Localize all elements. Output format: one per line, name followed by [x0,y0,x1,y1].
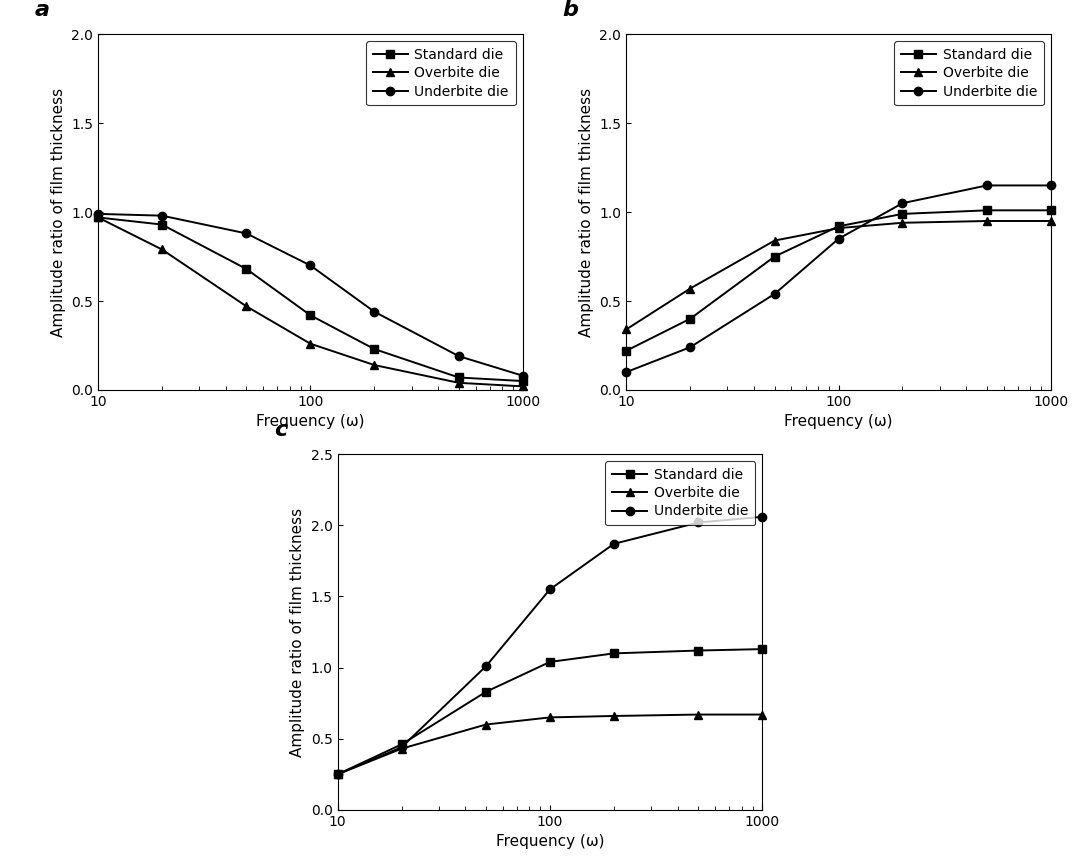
Underbite die [768,289,781,299]
Underbite die [156,211,169,221]
Standard die [692,645,705,656]
Standard die [980,205,993,215]
Overbite die [980,216,993,226]
Text: b: b [562,0,578,20]
Line: Overbite die: Overbite die [94,213,527,391]
Standard die [756,644,769,654]
Standard die [896,209,909,219]
Line: Overbite die: Overbite die [622,217,1055,333]
Standard die [543,656,556,667]
Standard die [768,251,781,261]
Overbite die [832,223,845,233]
Standard die [156,219,169,230]
Overbite die [91,213,105,223]
X-axis label: Frequency (ω): Frequency (ω) [256,414,365,429]
Y-axis label: Amplitude ratio of film thickness: Amplitude ratio of film thickness [578,87,594,337]
Standard die [331,770,344,780]
Line: Standard die: Standard die [94,213,527,385]
Standard die [1044,205,1057,215]
Underbite die [832,234,845,244]
Standard die [452,372,465,382]
Legend: Standard die, Overbite die, Underbite die: Standard die, Overbite die, Underbite di… [366,41,516,105]
X-axis label: Frequency (ω): Frequency (ω) [784,414,893,429]
Standard die [368,344,381,354]
Underbite die [304,261,317,271]
Underbite die [91,209,105,219]
Overbite die [368,360,381,370]
Underbite die [608,539,621,549]
Standard die [395,740,408,750]
Underbite die [516,370,529,381]
Line: Underbite die: Underbite die [333,512,767,778]
Underbite die [896,198,909,208]
Line: Underbite die: Underbite die [94,210,527,380]
Text: a: a [34,0,49,20]
Standard die [91,213,105,223]
Overbite die [756,710,769,720]
Standard die [479,686,492,697]
Line: Standard die: Standard die [333,645,767,778]
Overbite die [620,324,633,334]
Underbite die [331,770,344,780]
Overbite die [304,339,317,349]
Legend: Standard die, Overbite die, Underbite die: Standard die, Overbite die, Underbite di… [605,461,756,525]
Overbite die [608,710,621,721]
Overbite die [768,236,781,246]
Underbite die [684,342,697,352]
Standard die [608,648,621,658]
Overbite die [331,770,344,780]
Overbite die [395,744,408,754]
Underbite die [452,351,465,362]
Standard die [240,264,253,274]
Standard die [620,345,633,356]
Standard die [684,314,697,324]
Y-axis label: Amplitude ratio of film thickness: Amplitude ratio of film thickness [50,87,65,337]
Overbite die [1044,216,1057,226]
Overbite die [543,712,556,722]
Line: Standard die: Standard die [622,207,1055,355]
Underbite die [395,742,408,752]
Overbite die [479,719,492,729]
Text: c: c [273,420,287,440]
Overbite die [452,378,465,388]
Line: Overbite die: Overbite die [333,710,767,778]
Standard die [304,310,317,321]
Underbite die [692,518,705,528]
Underbite die [240,228,253,238]
Underbite die [1044,180,1057,190]
Overbite die [684,284,697,294]
Underbite die [368,307,381,317]
Overbite die [516,381,529,392]
Underbite die [479,661,492,671]
Overbite die [156,244,169,255]
Line: Underbite die: Underbite die [622,182,1055,376]
Standard die [832,221,845,231]
Underbite die [980,180,993,190]
Overbite die [896,218,909,228]
Underbite die [543,584,556,595]
X-axis label: Frequency (ω): Frequency (ω) [495,834,604,849]
Legend: Standard die, Overbite die, Underbite die: Standard die, Overbite die, Underbite di… [894,41,1044,105]
Standard die [516,376,529,387]
Overbite die [692,710,705,720]
Overbite die [240,301,253,311]
Y-axis label: Amplitude ratio of film thickness: Amplitude ratio of film thickness [290,507,305,757]
Underbite die [620,367,633,377]
Underbite die [756,512,769,522]
